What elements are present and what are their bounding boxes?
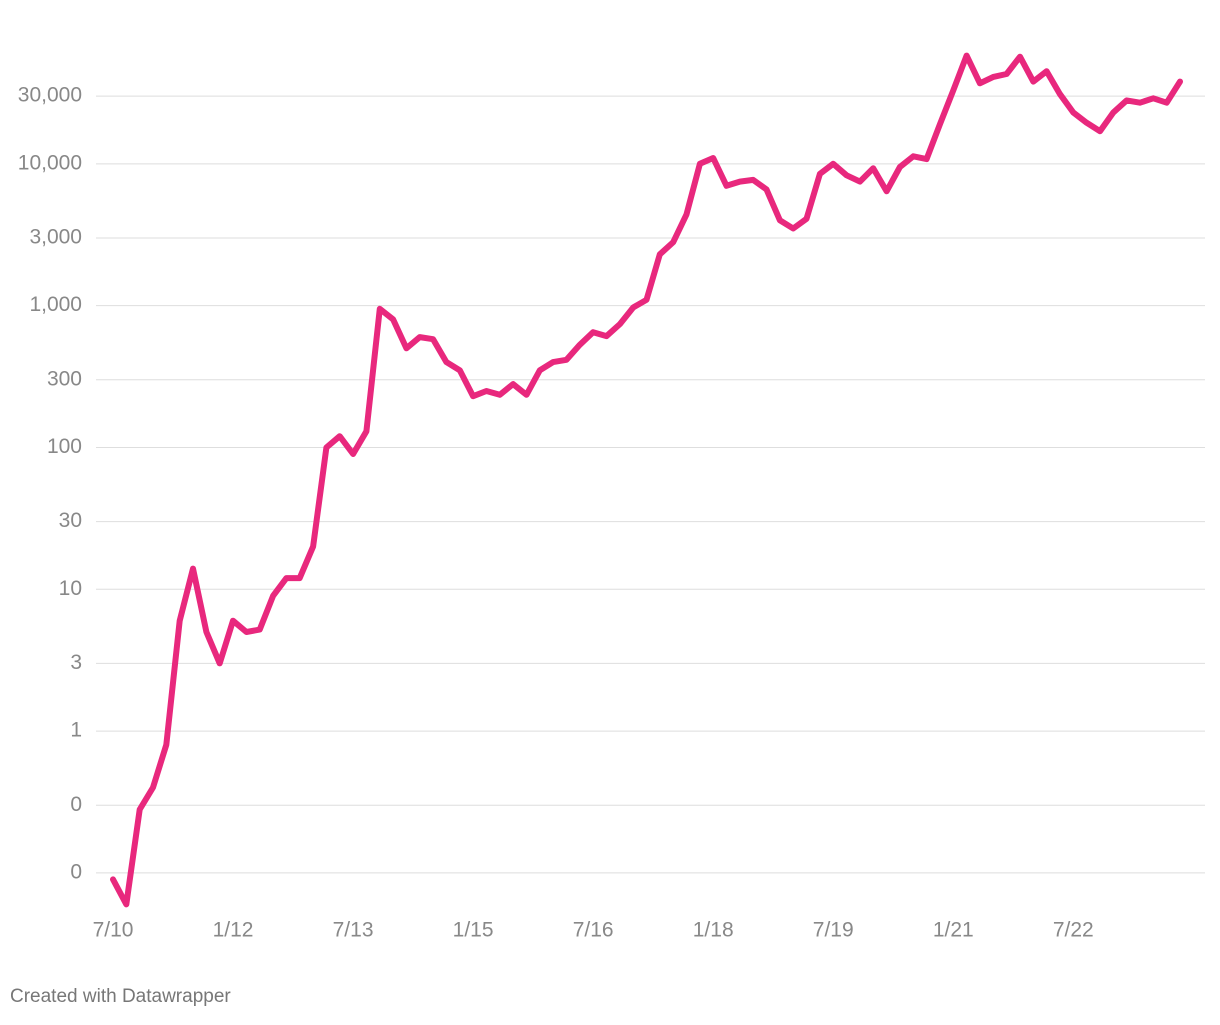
y-tick-label: 30,000 [18, 84, 82, 107]
x-tick-label: 1/12 [213, 919, 254, 942]
y-tick-label: 10,000 [18, 151, 82, 174]
price-line [110, 52, 1183, 908]
y-tick-label: 30 [59, 509, 82, 532]
y-tick-label: 0 [70, 860, 82, 883]
y-tick-label: 1,000 [29, 293, 82, 316]
y-tick-label: 0 [70, 793, 82, 816]
y-tick-label: 10 [59, 577, 82, 600]
y-tick-label: 3 [70, 651, 82, 674]
x-tick-label: 7/19 [813, 919, 854, 942]
credit: Created with Datawrapper [10, 986, 231, 1007]
x-tick-label: 7/16 [573, 919, 614, 942]
x-tick-label: 1/15 [453, 919, 494, 942]
x-tick-label: 7/13 [333, 919, 374, 942]
y-tick-label: 300 [47, 367, 82, 390]
y-tick-label: 1 [70, 719, 82, 742]
x-tick-label: 7/10 [93, 919, 134, 942]
x-tick-label: 7/22 [1053, 919, 1094, 942]
x-tick-label: 1/18 [693, 919, 734, 942]
y-tick-label: 3,000 [29, 226, 82, 249]
x-tick-label: 1/21 [933, 919, 974, 942]
y-tick-label: 100 [47, 435, 82, 458]
